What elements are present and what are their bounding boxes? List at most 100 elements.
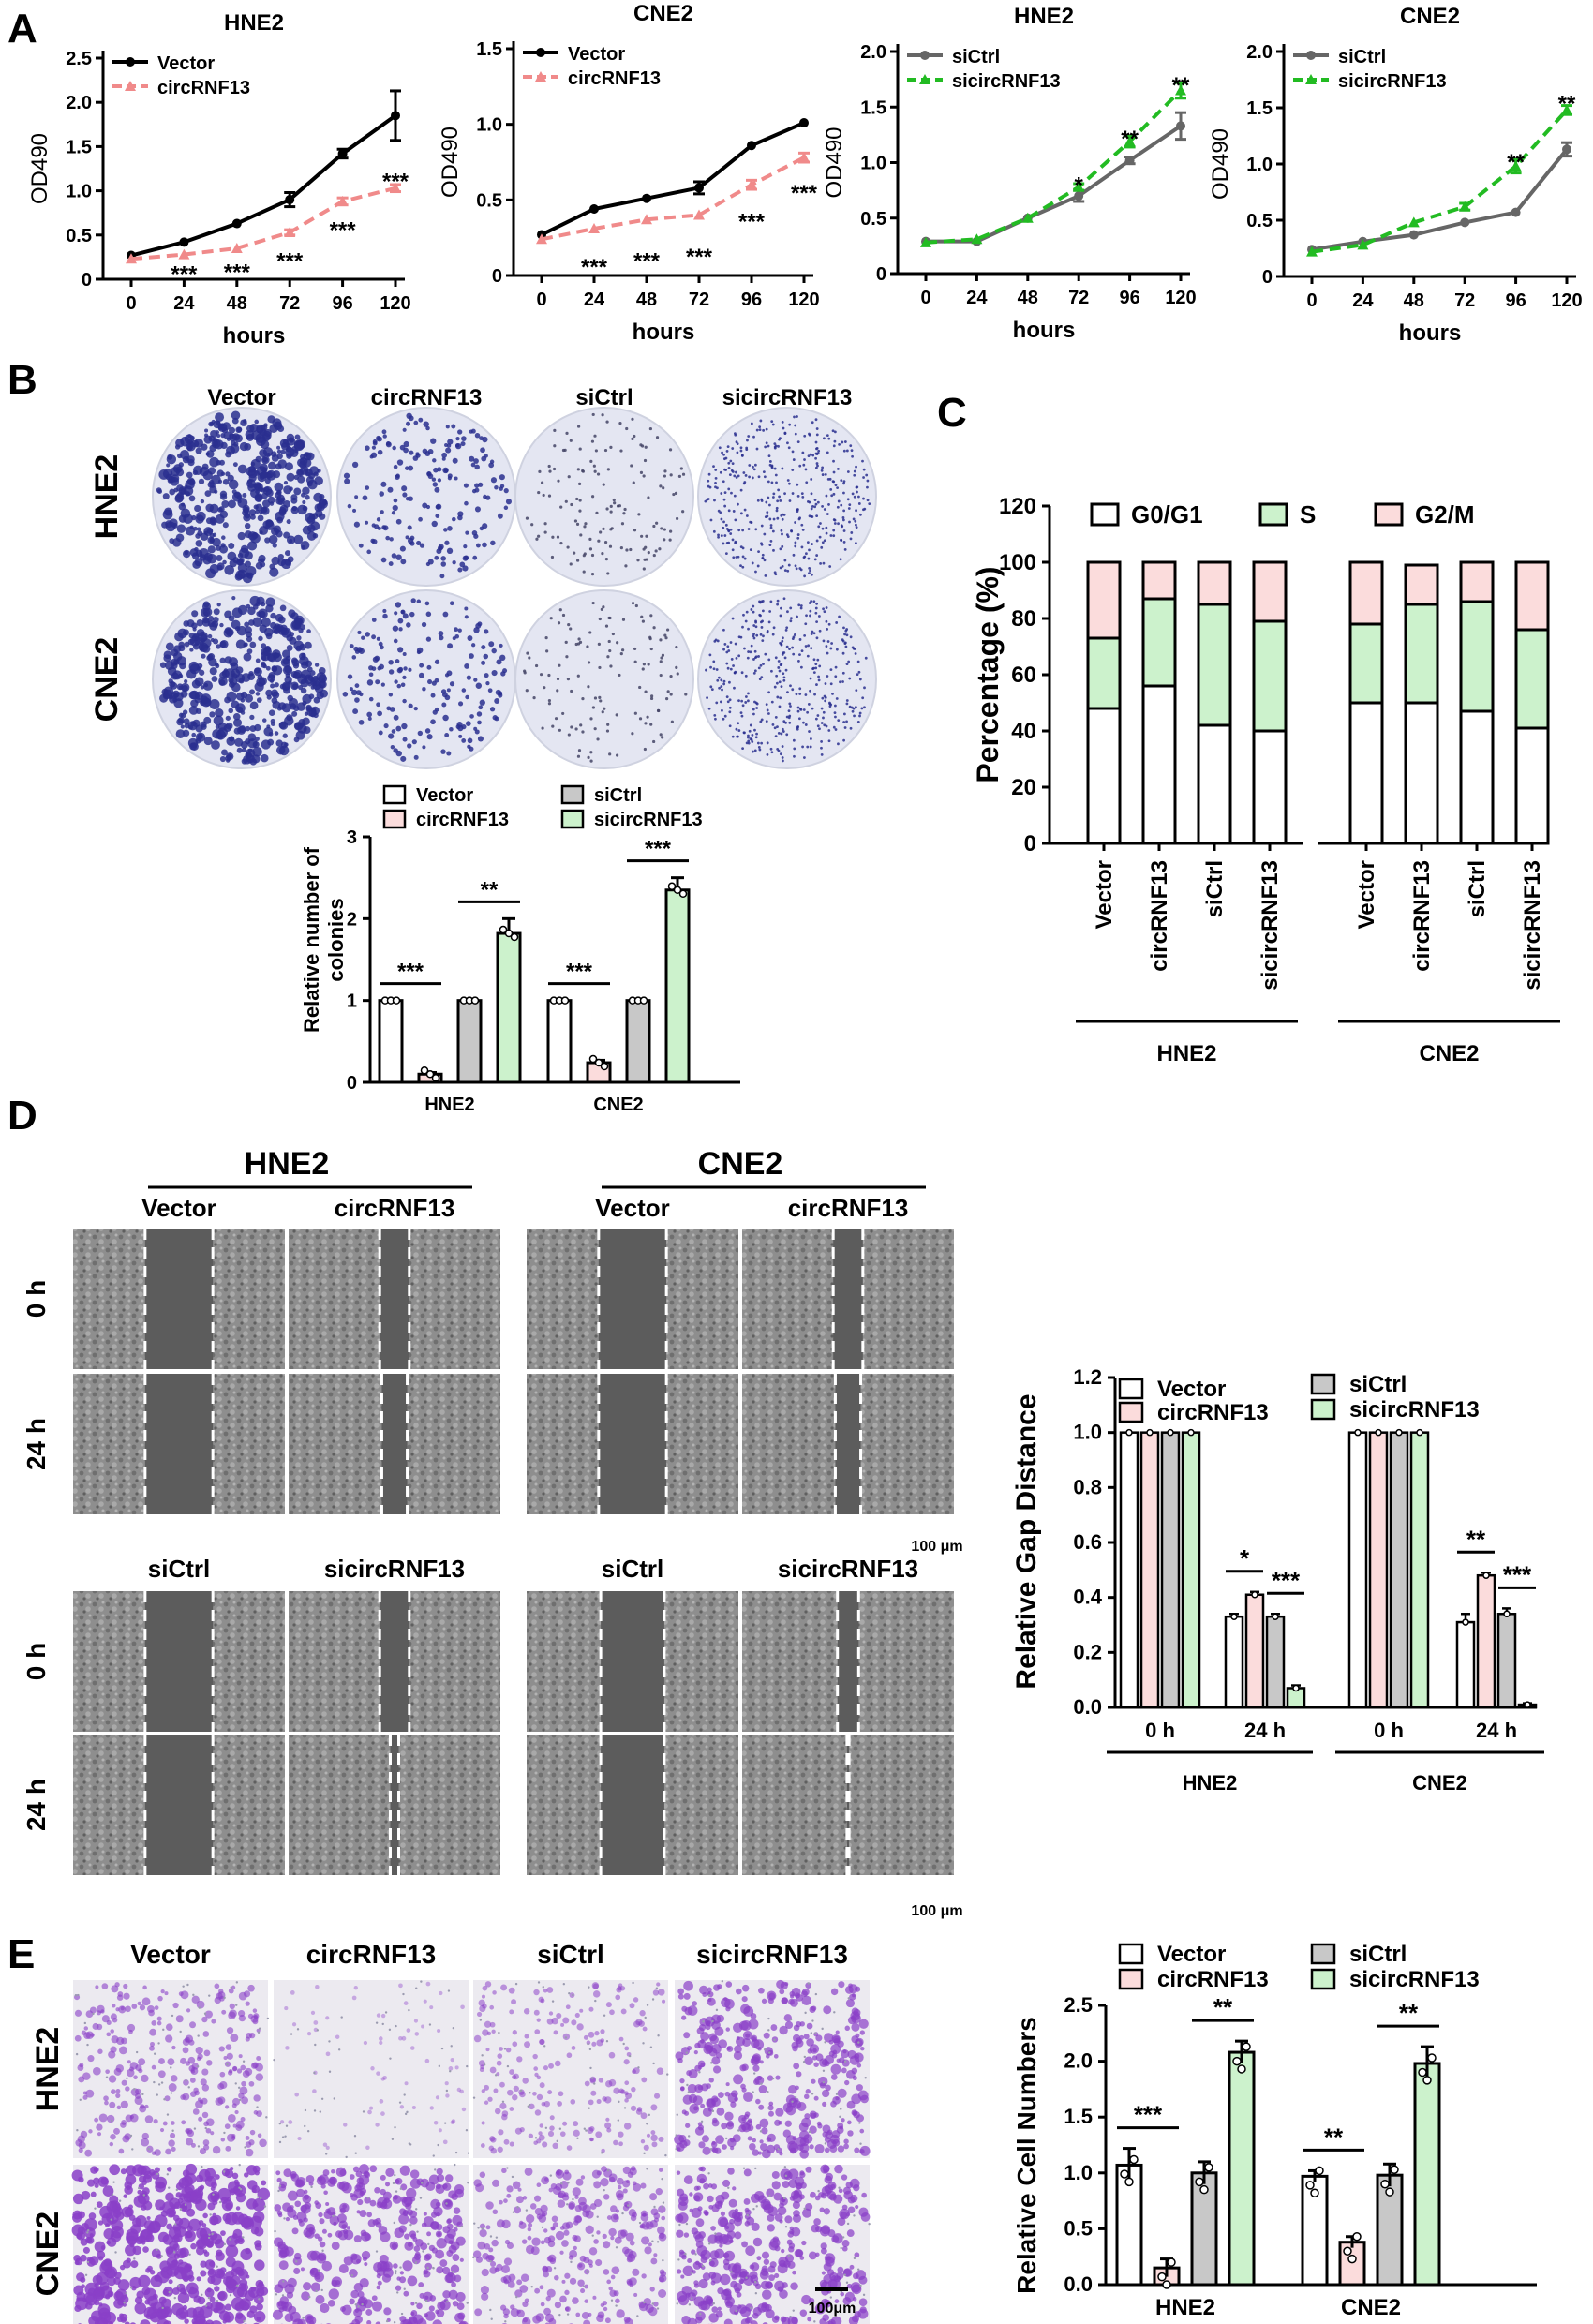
migrated-cell bbox=[741, 2117, 746, 2122]
colony-dot bbox=[553, 428, 557, 433]
migrated-cell bbox=[547, 2090, 553, 2095]
legend-marker bbox=[125, 81, 136, 91]
colony-dot bbox=[655, 436, 660, 439]
colony-dot bbox=[488, 641, 495, 648]
colony-dot bbox=[788, 702, 792, 706]
colony-dot bbox=[814, 611, 818, 615]
colony-dot bbox=[742, 613, 745, 617]
colony-dot bbox=[257, 559, 262, 563]
migrated-cell bbox=[448, 2066, 454, 2071]
migrated-cell bbox=[697, 2124, 705, 2131]
migrated-cell bbox=[479, 2004, 486, 2013]
colony-dot bbox=[491, 648, 497, 654]
colony-dot bbox=[805, 481, 809, 484]
data-point bbox=[391, 111, 400, 121]
membrane-pore bbox=[707, 1994, 710, 1997]
membrane-pore bbox=[381, 2022, 384, 2026]
migrated-cell bbox=[701, 2135, 709, 2143]
colony-dot bbox=[479, 526, 484, 531]
colony-dot bbox=[767, 712, 770, 715]
migrated-cell bbox=[618, 2141, 623, 2147]
colony-dot bbox=[436, 503, 442, 510]
colony-dot bbox=[188, 706, 199, 715]
migrated-cell bbox=[197, 2310, 201, 2316]
migrated-cell bbox=[435, 2095, 440, 2100]
migrated-cell bbox=[76, 2291, 86, 2302]
migrated-cell bbox=[753, 2039, 765, 2050]
colony-dot bbox=[314, 476, 323, 486]
migrated-cell bbox=[225, 2257, 236, 2268]
colony-dot bbox=[756, 741, 760, 745]
colony-dot bbox=[812, 632, 816, 635]
migrated-cell bbox=[681, 2005, 688, 2012]
migrated-cell bbox=[104, 2294, 111, 2300]
migrated-cell bbox=[598, 2078, 604, 2083]
migrated-cell bbox=[245, 2001, 250, 2006]
colony-dot bbox=[282, 649, 291, 659]
wound-col-label: circRNF13 bbox=[788, 1194, 909, 1222]
colony-dot bbox=[401, 723, 408, 730]
migrated-cell bbox=[256, 2302, 263, 2311]
colony-ylabel-line2: colonies bbox=[324, 898, 348, 981]
membrane-pore bbox=[133, 2088, 136, 2091]
colony-dot bbox=[741, 704, 745, 708]
migrated-cell bbox=[789, 1998, 798, 2007]
significance-label: * bbox=[1240, 1544, 1250, 1572]
migrated-cell bbox=[584, 2080, 590, 2087]
legend-swatch bbox=[1118, 1378, 1144, 1400]
migrated-cell bbox=[533, 1989, 540, 1996]
migrated-cell bbox=[700, 2103, 706, 2108]
membrane-pore bbox=[802, 2060, 806, 2063]
membrane-pore bbox=[527, 2105, 529, 2108]
colony-dot bbox=[261, 455, 270, 465]
migrated-cell bbox=[94, 2182, 99, 2189]
colony-dot bbox=[732, 556, 736, 559]
colony-dot bbox=[822, 607, 825, 611]
migrated-cell bbox=[454, 2184, 465, 2195]
migrated-cell bbox=[225, 2145, 231, 2152]
colony-dot bbox=[435, 514, 440, 518]
colony-dot bbox=[749, 548, 752, 552]
colony-dot bbox=[496, 659, 502, 665]
colony-dot bbox=[395, 518, 402, 525]
migrated-cell bbox=[404, 2233, 410, 2240]
colony-row-label: HNE2 bbox=[89, 454, 125, 540]
migrated-cell bbox=[398, 1983, 403, 1989]
colony-dot bbox=[407, 743, 412, 749]
migrated-cell bbox=[106, 2240, 111, 2245]
chart-a3-title: HNE2 bbox=[1014, 4, 1074, 29]
membrane-pore bbox=[588, 2107, 590, 2109]
migrated-cell bbox=[103, 2095, 109, 2102]
colony-dot bbox=[783, 431, 787, 435]
colony-dot bbox=[356, 647, 363, 653]
migrated-cell bbox=[149, 2028, 156, 2036]
colony-dot bbox=[443, 528, 448, 532]
colony-dot bbox=[601, 413, 604, 417]
colony-dot bbox=[596, 737, 600, 741]
colony-dot bbox=[786, 569, 790, 573]
colony-dot bbox=[215, 514, 225, 524]
migrated-cell bbox=[708, 2078, 714, 2083]
migrated-cell bbox=[157, 1995, 163, 2002]
colony-dot bbox=[855, 465, 857, 469]
colony-dot bbox=[189, 635, 201, 647]
migrated-cell bbox=[497, 2146, 503, 2153]
colony-dot bbox=[247, 748, 253, 753]
colony-dot bbox=[449, 601, 454, 606]
colony-dot bbox=[305, 494, 310, 500]
colony-dot bbox=[816, 658, 820, 662]
migrated-cell bbox=[709, 2034, 719, 2045]
migrated-cell bbox=[613, 2087, 620, 2094]
migrated-cell bbox=[195, 2174, 204, 2183]
group-label: HNE2 bbox=[424, 1095, 474, 1115]
colony-dot bbox=[225, 722, 233, 730]
migrated-cell bbox=[423, 2212, 427, 2216]
colony-dot bbox=[780, 732, 783, 736]
colony-dot bbox=[275, 497, 284, 505]
migrated-cell bbox=[214, 2174, 220, 2180]
colony-dot bbox=[551, 724, 555, 728]
migrated-cell bbox=[683, 2032, 691, 2039]
colony-dot bbox=[752, 671, 756, 675]
wound-group-title: HNE2 bbox=[245, 1146, 330, 1182]
colony-dot bbox=[577, 749, 582, 752]
